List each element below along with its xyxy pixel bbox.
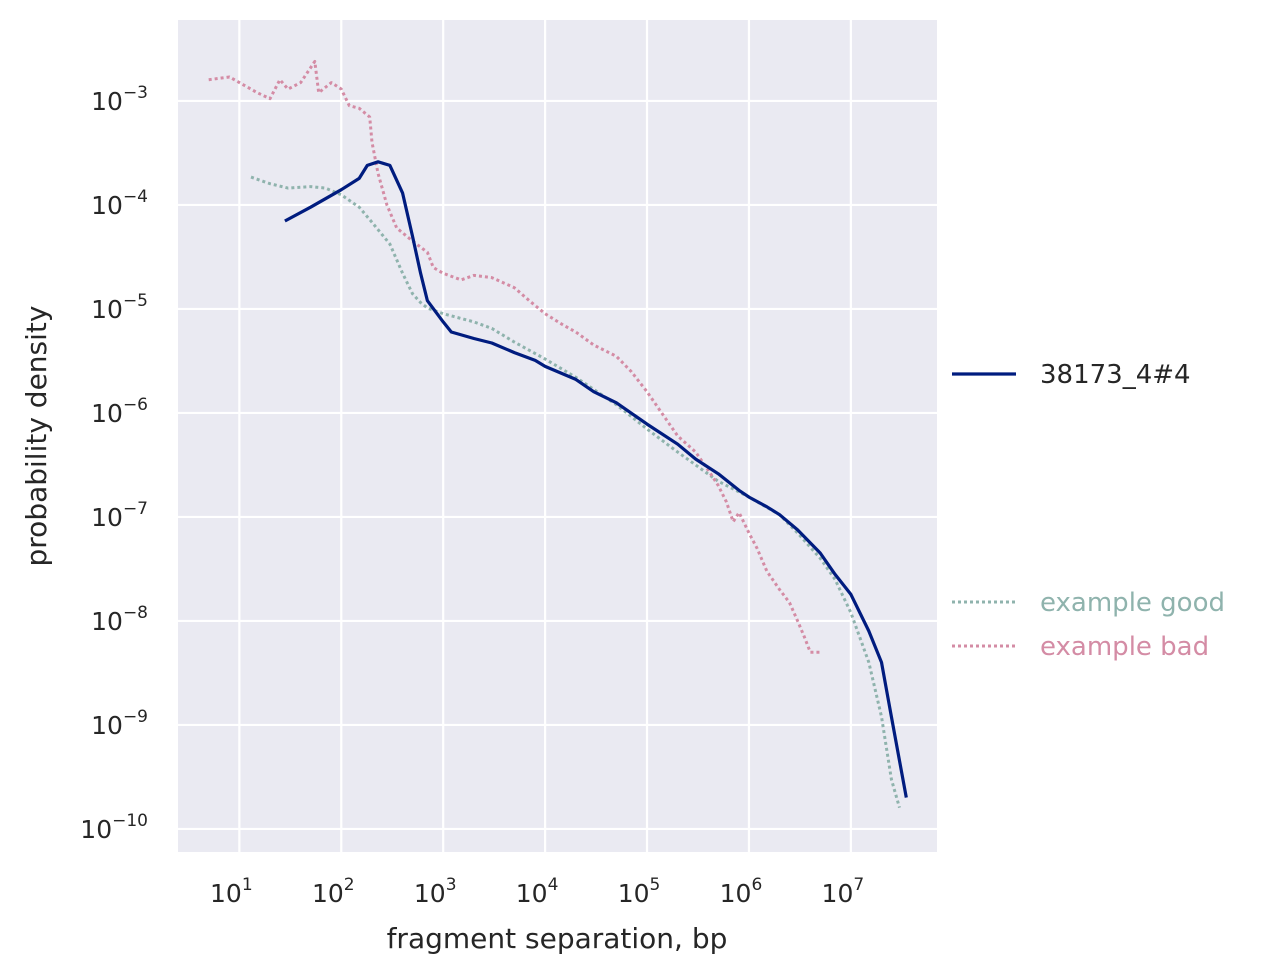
y-tick-label: 10−4 (91, 187, 148, 220)
y-tick-base: 10 (91, 295, 123, 324)
y-tick-exponent: −9 (123, 707, 148, 727)
y-tick-exponent: −5 (123, 291, 148, 311)
x-tick-exponent: 1 (242, 875, 253, 895)
x-tick-label: 105 (618, 875, 661, 908)
y-axis-label: probability density (20, 306, 53, 567)
x-tick-base: 10 (414, 879, 446, 908)
x-tick-label: 101 (210, 875, 253, 908)
legend-label: 38173_4#4 (1040, 360, 1191, 390)
y-tick-exponent: −10 (112, 811, 148, 831)
y-tick-base: 10 (91, 87, 123, 116)
y-tick-exponent: −8 (123, 603, 148, 623)
series-line-38173-4-4 (284, 160, 908, 798)
x-tick-base: 10 (312, 879, 344, 908)
x-tick-exponent: 5 (650, 875, 661, 895)
x-tick-label: 103 (414, 875, 457, 908)
x-tick-exponent: 7 (853, 875, 864, 895)
y-tick-label: 10−7 (91, 499, 148, 532)
x-tick-exponent: 6 (751, 875, 762, 895)
series-line-example-good (250, 175, 901, 809)
y-tick-label: 10−9 (91, 707, 148, 740)
x-tick-exponent: 3 (446, 875, 457, 895)
y-tick-exponent: −4 (123, 187, 148, 207)
x-tick-label: 102 (312, 875, 355, 908)
x-tick-base: 10 (822, 879, 854, 908)
series-layer (208, 59, 908, 809)
plot-background (178, 20, 937, 852)
y-tick-label: 10−10 (80, 811, 148, 844)
x-tick-label: 106 (720, 875, 763, 908)
y-tick-base: 10 (91, 399, 123, 428)
y-tick-label: 10−8 (91, 603, 148, 636)
x-tick-base: 10 (720, 879, 752, 908)
y-tick-label: 10−6 (91, 395, 148, 428)
grid-lines (178, 20, 937, 852)
legend-label: example good (1040, 588, 1225, 618)
tick-labels: 101 102 103 104 105 106 10710−310−410−510−610−… (80, 83, 864, 908)
x-tick-label: 107 (822, 875, 865, 908)
x-tick-label: 104 (516, 875, 559, 908)
y-tick-base: 10 (91, 711, 123, 740)
x-tick-exponent: 2 (344, 875, 355, 895)
y-tick-base: 10 (91, 607, 123, 636)
x-axis-label: fragment separation, bp (387, 922, 728, 955)
y-tick-exponent: −7 (123, 499, 148, 519)
x-tick-base: 10 (618, 879, 650, 908)
series-line-example-bad (208, 59, 821, 654)
x-tick-base: 10 (516, 879, 548, 908)
y-tick-label: 10−5 (91, 291, 148, 324)
y-tick-exponent: −6 (123, 395, 148, 415)
y-tick-exponent: −3 (123, 83, 148, 103)
x-tick-exponent: 4 (548, 875, 559, 895)
y-tick-base: 10 (91, 191, 123, 220)
y-tick-base: 10 (80, 815, 112, 844)
x-tick-base: 10 (210, 879, 242, 908)
y-tick-label: 10−3 (91, 83, 148, 116)
legend-label: example bad (1040, 632, 1209, 662)
y-tick-base: 10 (91, 503, 123, 532)
